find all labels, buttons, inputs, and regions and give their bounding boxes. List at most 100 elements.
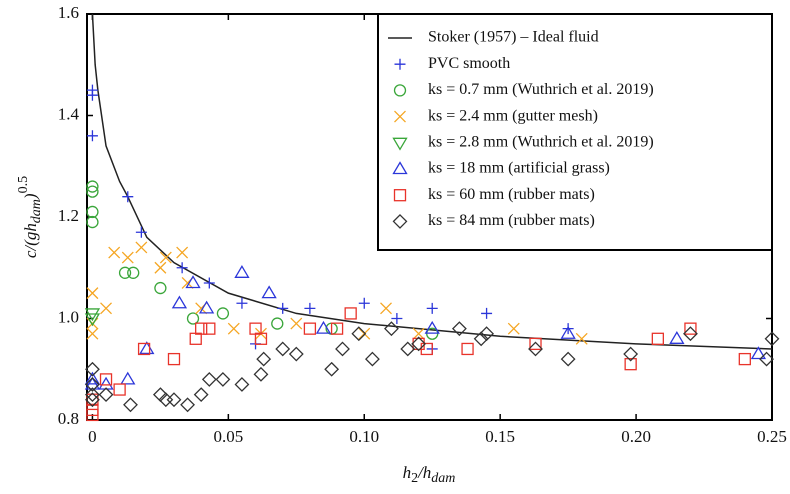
legend-label: ks = 18 mm (artificial grass) — [428, 160, 610, 177]
marker-triangle — [185, 275, 201, 289]
marker-square — [189, 332, 202, 345]
marker-plus — [304, 302, 316, 314]
legend-label: ks = 2.4 mm (gutter mesh) — [428, 107, 598, 124]
marker-diamond — [123, 397, 138, 413]
marker-square — [195, 322, 208, 335]
marker-diamond — [683, 326, 698, 342]
marker-square — [86, 393, 99, 406]
marker-x — [412, 327, 425, 340]
marker-diamond — [351, 326, 367, 342]
marker-square — [167, 352, 181, 366]
marker-plus — [394, 58, 406, 70]
marker-diamond — [85, 361, 100, 377]
marker-square — [651, 332, 664, 345]
marker-x — [135, 241, 148, 254]
marker-triangle — [392, 161, 408, 175]
marker-square — [684, 322, 697, 335]
marker-diamond — [560, 351, 576, 367]
x-tick-label: 0.20 — [621, 427, 651, 446]
marker-diamond — [234, 377, 250, 392]
marker-diamond — [98, 387, 114, 403]
marker-diamond — [253, 366, 269, 382]
x-tick-label: 0.05 — [213, 427, 243, 446]
legend-label: PVC smooth — [428, 55, 510, 72]
marker-x — [380, 302, 392, 315]
marker-x — [86, 327, 99, 340]
x-label-part: dam — [431, 471, 455, 486]
marker-x — [575, 332, 588, 345]
x-axis-label: h2/hdam — [403, 463, 456, 486]
legend-label: ks = 0.7 mm (Wuthrich et al. 2019) — [428, 81, 654, 98]
marker-square — [393, 189, 407, 202]
x-label-part: 2 — [411, 471, 418, 486]
marker-diamond — [215, 371, 231, 387]
y-tick-label: 1.2 — [58, 206, 79, 225]
marker-circle — [154, 281, 167, 295]
legend-label: ks = 84 mm (rubber mats) — [428, 212, 595, 229]
x-tick-label: 0.15 — [485, 427, 515, 446]
marker-square — [344, 307, 357, 320]
x-tick-label: 0 — [88, 427, 97, 446]
marker-circle — [86, 180, 99, 193]
marker-x — [358, 327, 371, 340]
marker-circle — [86, 215, 99, 229]
marker-diamond — [479, 326, 495, 342]
marker-square — [113, 383, 126, 396]
marker-x — [394, 110, 406, 123]
marker-circle — [118, 266, 132, 279]
marker-diamond — [201, 371, 217, 387]
marker-plus — [176, 262, 188, 274]
marker-square — [254, 332, 268, 345]
marker-diamond — [764, 331, 780, 347]
marker-diamond — [364, 351, 380, 367]
y-axis-label: c/(ghdam)0.5 — [16, 176, 44, 258]
marker-square — [461, 342, 474, 356]
legend-label: ks = 2.8 mm (Wuthrich et al. 2019) — [428, 133, 654, 150]
marker-circle — [216, 307, 230, 320]
marker-square — [303, 322, 317, 335]
marker-diamond — [451, 321, 467, 337]
marker-plus — [203, 277, 215, 289]
y-label-part: 0.5 — [16, 176, 31, 194]
marker-triangle — [560, 325, 576, 339]
marker-diamond — [180, 397, 195, 413]
y-label-part: dam — [29, 199, 44, 223]
marker-diamond — [411, 336, 427, 352]
marker-x — [159, 251, 172, 264]
marker-plus — [122, 191, 134, 203]
marker-square — [624, 358, 637, 371]
marker-diamond — [85, 387, 100, 403]
marker-x — [108, 246, 121, 259]
y-label-part: ) — [21, 193, 40, 200]
marker-triangle — [120, 371, 136, 385]
y-tick-label: 1.6 — [58, 3, 79, 22]
marker-diamond — [288, 346, 304, 362]
legend-box — [377, 13, 773, 251]
marker-diamond — [275, 341, 291, 357]
marker-x — [86, 287, 99, 300]
marker-triangle — [84, 371, 101, 385]
marker-plus — [86, 130, 98, 142]
marker-x — [121, 251, 134, 264]
x-label-part: h — [403, 463, 412, 482]
marker-triangle — [261, 285, 277, 299]
x-tick-label: 0.10 — [349, 427, 379, 446]
marker-diamond — [384, 321, 399, 337]
marker-plus — [236, 297, 248, 309]
marker-triangle — [198, 300, 215, 314]
legend-label: Stoker (1957) – Ideal fluid — [428, 29, 599, 46]
marker-plus — [391, 313, 403, 324]
marker-diamond — [166, 392, 182, 408]
marker-x — [290, 317, 303, 330]
marker-diamond — [392, 213, 408, 229]
marker-circle — [86, 205, 99, 219]
marker-diamond — [759, 351, 774, 367]
marker-plus — [135, 226, 147, 238]
y-tick-label: 1.4 — [58, 104, 80, 123]
marker-circle — [86, 185, 99, 198]
marker-diamond — [473, 331, 489, 347]
marker-plus — [358, 297, 370, 309]
marker-triangle-down — [84, 313, 101, 327]
marker-circle — [186, 312, 200, 325]
